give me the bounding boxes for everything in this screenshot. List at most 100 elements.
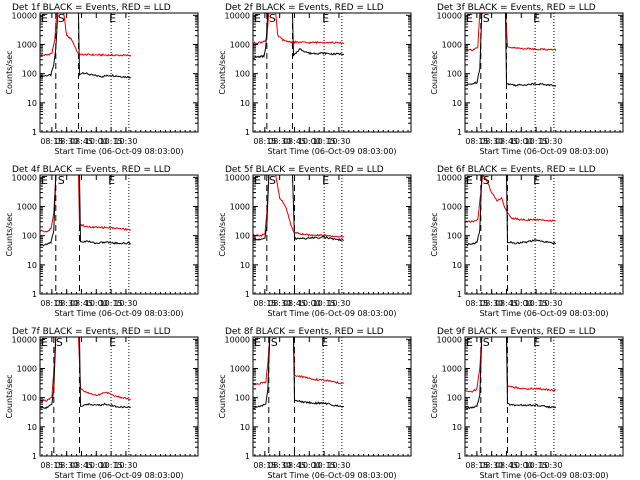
x-axis-label: Start Time (06-Oct-09 08:03:00) xyxy=(479,147,608,156)
plot-frame xyxy=(39,336,199,457)
x-tick-label: 08:45 xyxy=(70,299,93,308)
plot-frame xyxy=(252,174,412,295)
x-tick-label: 08:30 xyxy=(55,461,78,470)
end-marker-label: E xyxy=(466,174,473,187)
lld-trace xyxy=(253,13,345,45)
x-tick-label: 08:15 xyxy=(40,461,63,470)
y-tick-label: 10000 xyxy=(225,11,250,20)
events-trace xyxy=(40,13,132,79)
plot-area xyxy=(253,337,345,456)
x-axis-label: Start Time (06-Oct-09 08:03:00) xyxy=(54,309,183,318)
y-tick-label: 100 xyxy=(22,394,37,403)
y-tick-label: 10 xyxy=(27,261,37,270)
x-tick-label: 10:30 xyxy=(539,461,562,470)
end-marker-label: E xyxy=(254,12,261,25)
x-tick-label: 08:15 xyxy=(465,137,488,146)
plot-area xyxy=(465,337,557,456)
y-tick-label: 1000 xyxy=(442,364,462,373)
events-trace xyxy=(253,13,345,59)
x-axis-label: Start Time (06-Oct-09 08:03:00) xyxy=(54,147,183,156)
y-tick-label: 1 xyxy=(245,452,250,461)
y-axis-label: Counts/sec xyxy=(430,374,439,418)
x-tick-label: 08:30 xyxy=(480,299,503,308)
x-tick-label: 08:45 xyxy=(283,299,306,308)
x-tick-label: 10:00 xyxy=(298,299,321,308)
y-tick-label: 10000 xyxy=(437,11,462,20)
y-tick-label: 100 xyxy=(235,70,250,79)
lld-trace xyxy=(465,337,557,393)
y-tick-label: 1000 xyxy=(17,40,37,49)
start-marker-label: S xyxy=(58,174,65,187)
plot-frame xyxy=(39,12,199,133)
end-marker-label: E xyxy=(466,12,473,25)
y-tick-label: 10 xyxy=(452,261,462,270)
end-marker-label: E xyxy=(109,336,116,349)
x-tick-label: 10:15 xyxy=(313,461,336,470)
x-tick-label: 10:15 xyxy=(525,461,548,470)
x-tick-label: 08:30 xyxy=(480,137,503,146)
start-marker-label: S xyxy=(269,174,276,187)
plot-frame xyxy=(252,12,412,133)
y-tick-label: 10000 xyxy=(437,173,462,182)
end-marker-label: E xyxy=(321,336,328,349)
y-tick-label: 1000 xyxy=(442,202,462,211)
y-tick-label: 1000 xyxy=(230,202,250,211)
x-tick-label: 08:45 xyxy=(495,461,518,470)
panel-title: Det 5f BLACK = Events, RED = LLD xyxy=(225,165,384,175)
start-marker-label: S xyxy=(271,336,278,349)
panel-title: Det 9f BLACK = Events, RED = LLD xyxy=(437,327,596,337)
lld-trace xyxy=(465,175,557,223)
x-tick-label: 10:15 xyxy=(100,461,123,470)
y-tick-label: 1 xyxy=(457,128,462,137)
x-tick-label: 08:30 xyxy=(268,461,291,470)
x-axis-label: Start Time (06-Oct-09 08:03:00) xyxy=(267,309,396,318)
x-tick-label: 10:00 xyxy=(85,137,108,146)
x-tick-label: 10:30 xyxy=(327,299,350,308)
x-tick-label: 08:45 xyxy=(70,461,93,470)
end-marker-label: E xyxy=(41,12,48,25)
panel-title: Det 7f BLACK = Events, RED = LLD xyxy=(12,327,171,337)
x-tick-label: 10:00 xyxy=(298,137,321,146)
plot-frame xyxy=(252,336,412,457)
x-tick-label: 10:30 xyxy=(327,137,350,146)
start-marker-label: S xyxy=(483,174,490,187)
x-tick-label: 08:15 xyxy=(465,461,488,470)
x-tick-label: 08:15 xyxy=(253,299,276,308)
x-tick-label: 08:30 xyxy=(55,137,78,146)
x-tick-label: 08:45 xyxy=(495,137,518,146)
plot-area xyxy=(253,13,345,132)
x-tick-label: 10:00 xyxy=(85,299,108,308)
end-marker-label: E xyxy=(41,174,48,187)
y-tick-label: 1 xyxy=(32,452,37,461)
plot-area xyxy=(40,175,132,294)
events-trace xyxy=(465,13,557,87)
y-axis-label: Counts/sec xyxy=(218,212,227,256)
events-trace xyxy=(465,175,557,247)
plot-area xyxy=(465,13,557,132)
end-marker-label: E xyxy=(108,174,115,187)
x-tick-label: 08:45 xyxy=(70,137,93,146)
y-tick-label: 10 xyxy=(452,423,462,432)
x-tick-label: 08:15 xyxy=(465,299,488,308)
y-axis-label: Counts/sec xyxy=(218,374,227,418)
x-tick-label: 10:00 xyxy=(298,461,321,470)
x-tick-label: 08:45 xyxy=(283,461,306,470)
y-tick-label: 1 xyxy=(32,290,37,299)
y-tick-label: 10 xyxy=(27,423,37,432)
x-tick-label: 10:15 xyxy=(525,299,548,308)
plot-area xyxy=(465,175,557,294)
y-axis-label: Counts/sec xyxy=(5,50,14,94)
x-axis-label: Start Time (06-Oct-09 08:03:00) xyxy=(479,309,608,318)
x-tick-label: 10:00 xyxy=(510,299,533,308)
panel-title: Det 1f BLACK = Events, RED = LLD xyxy=(12,3,171,13)
y-tick-label: 10000 xyxy=(12,335,37,344)
end-marker-label: E xyxy=(41,336,48,349)
lld-trace xyxy=(40,337,131,402)
y-axis-label: Counts/sec xyxy=(5,374,14,418)
x-tick-label: 08:15 xyxy=(253,461,276,470)
